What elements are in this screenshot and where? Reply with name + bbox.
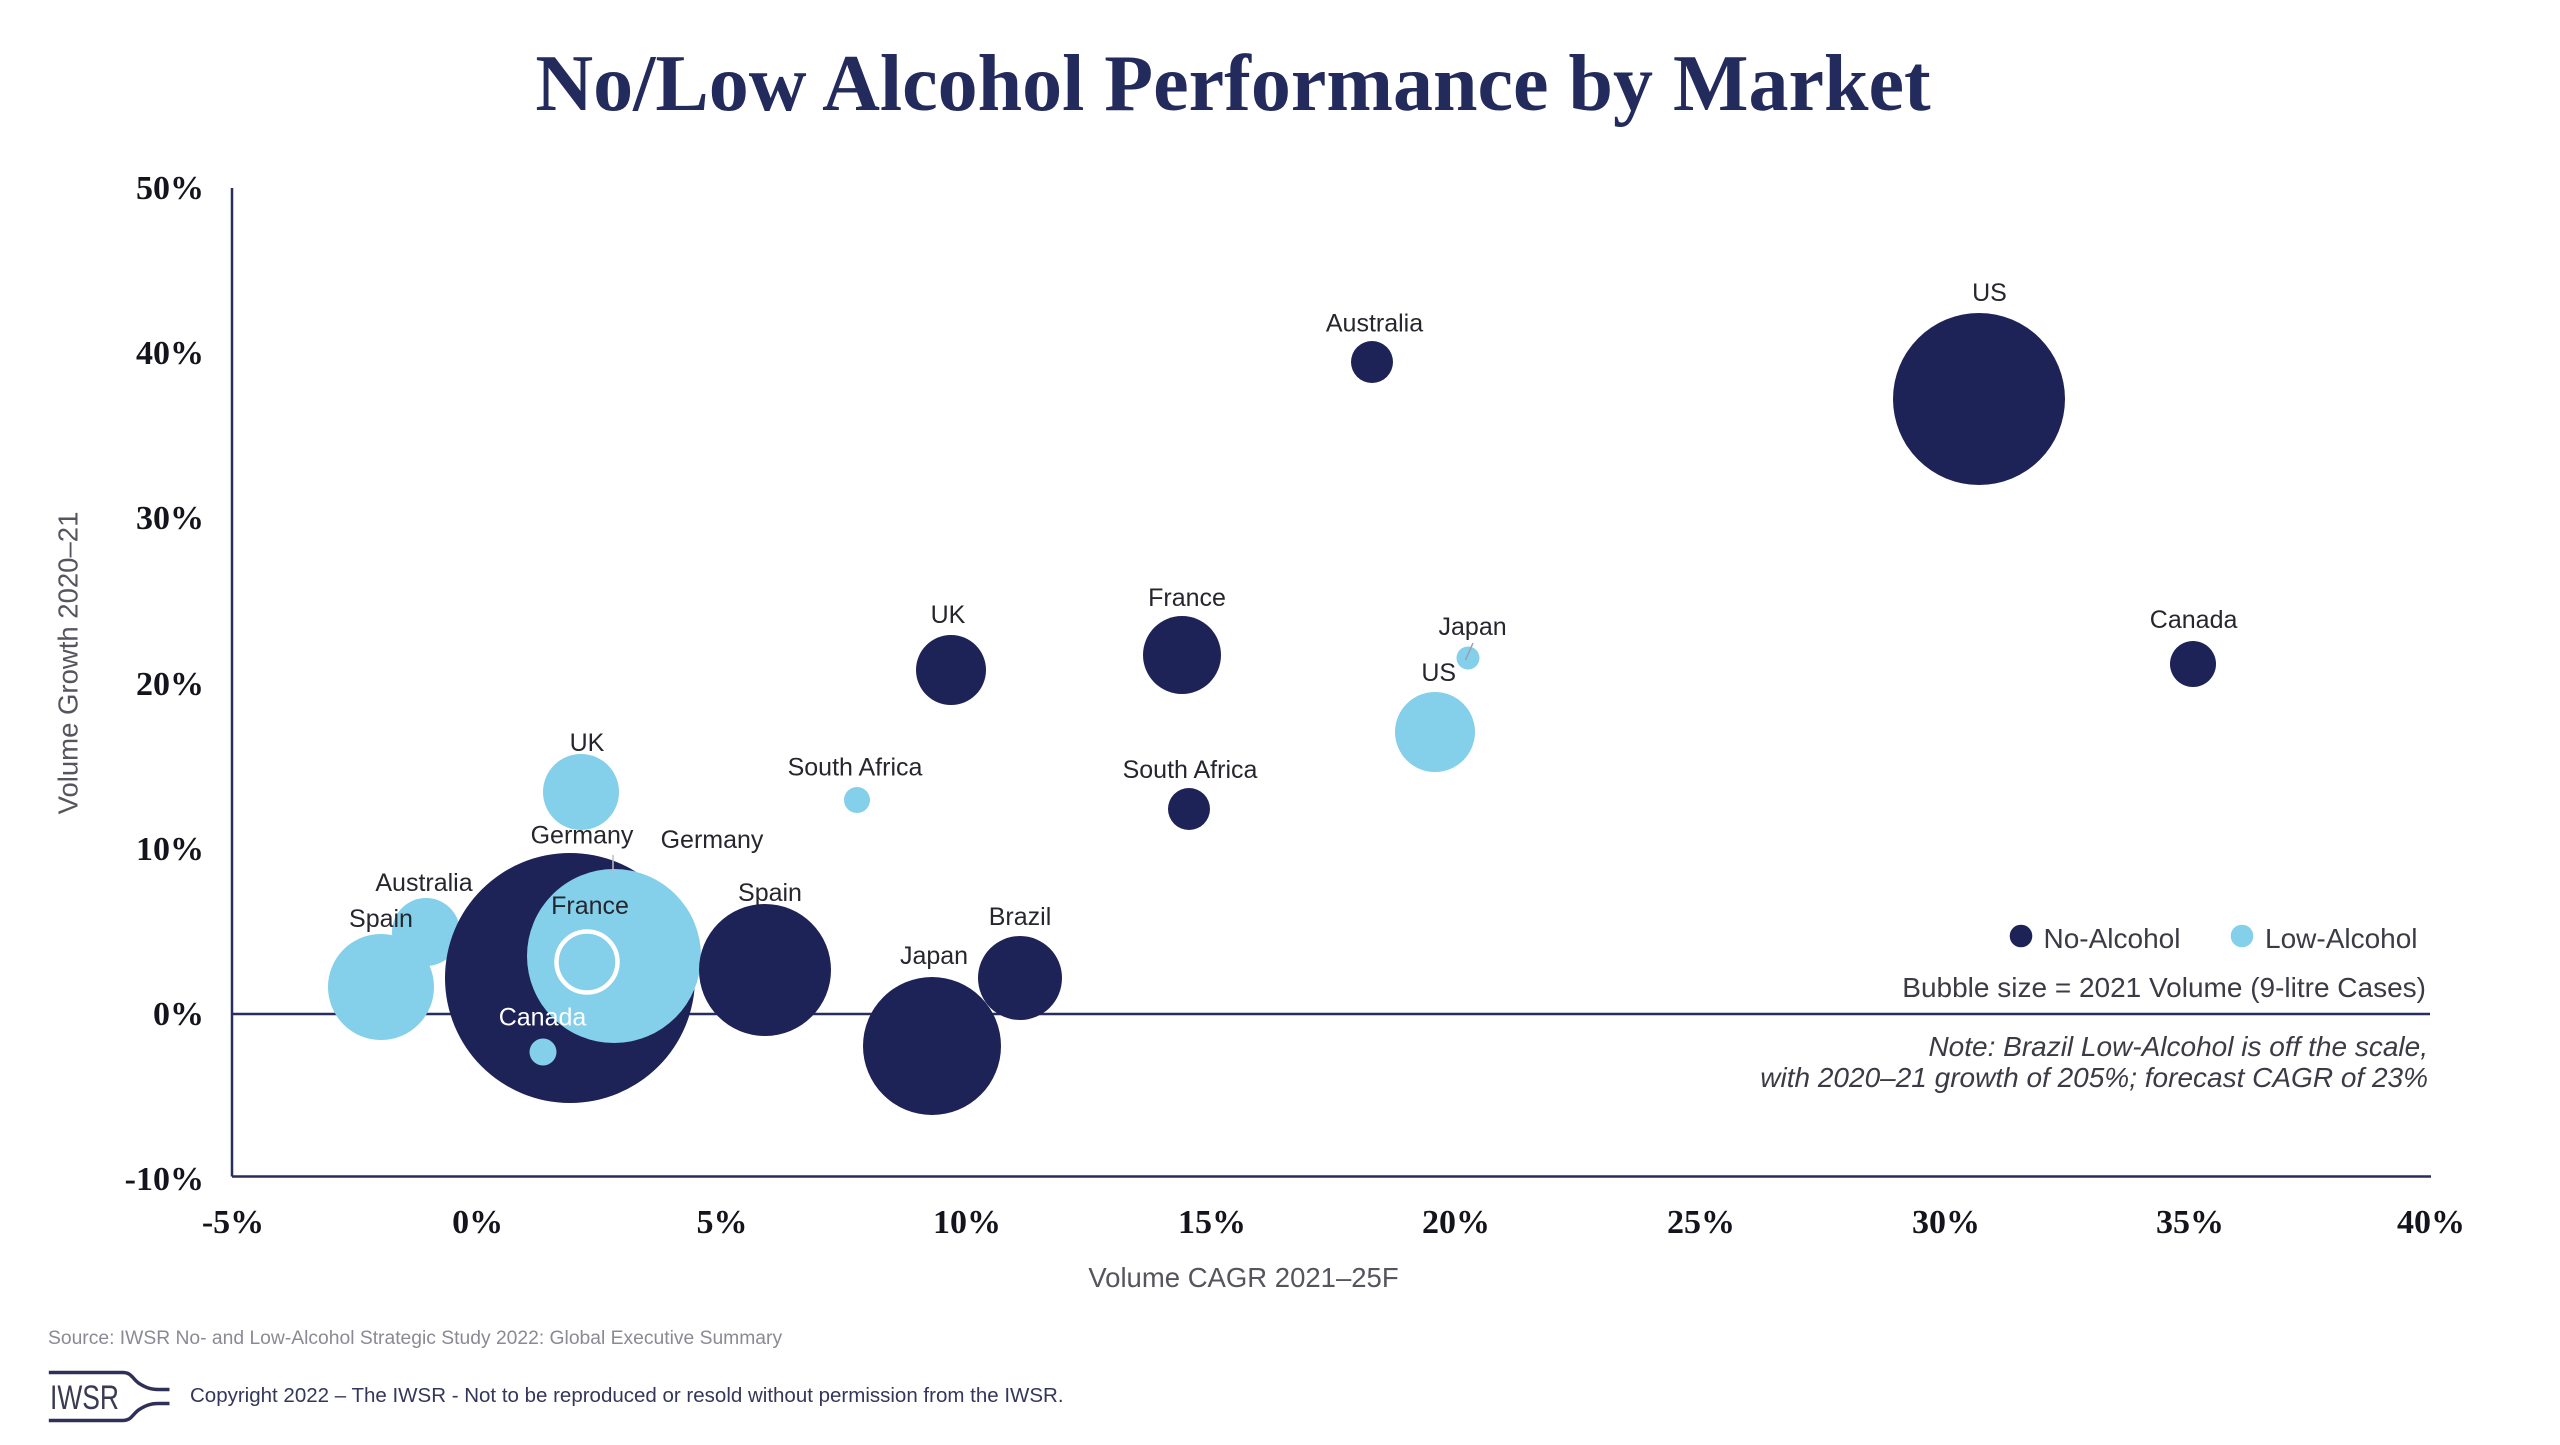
svg-text:US: US [1421,659,1456,687]
svg-text:35%: 35% [2156,1204,2224,1241]
svg-text:25%: 25% [1667,1204,1735,1241]
svg-text:Germany: Germany [661,826,764,854]
svg-text:Japan: Japan [900,942,968,970]
svg-text:0%: 0% [452,1204,503,1241]
svg-text:IWSR: IWSR [50,1379,119,1417]
svg-text:Volume Growth 2020–21: Volume Growth 2020–21 [53,512,84,815]
svg-text:-10%: -10% [125,1161,204,1198]
svg-text:20%: 20% [136,666,204,703]
svg-text:Canada: Canada [2150,606,2238,634]
svg-text:UK: UK [570,729,605,757]
svg-text:with 2020–21 growth of 205%; f: with 2020–21 growth of 205%; forecast CA… [1760,1062,2428,1093]
svg-text:Bubble size = 2021 Volume (9-l: Bubble size = 2021 Volume (9-litre Cases… [1902,972,2426,1003]
svg-text:Note: Brazil Low-Alcohol is of: Note: Brazil Low-Alcohol is off the scal… [1928,1031,2428,1062]
svg-text:5%: 5% [697,1204,748,1241]
svg-text:UK: UK [931,601,966,629]
svg-text:10%: 10% [933,1204,1001,1241]
svg-text:Brazil: Brazil [989,903,1052,931]
svg-text:15%: 15% [1178,1204,1246,1241]
svg-text:South Africa: South Africa [788,754,923,782]
svg-text:France: France [551,892,629,920]
svg-text:Australia: Australia [375,869,472,897]
svg-text:No-Alcohol: No-Alcohol [2044,923,2181,954]
svg-text:Canada: Canada [499,1004,587,1032]
svg-text:30%: 30% [136,500,204,537]
svg-text:Low-Alcohol: Low-Alcohol [2265,923,2418,954]
svg-text:France: France [1148,584,1226,612]
svg-text:No/Low Alcohol Performance by: No/Low Alcohol Performance by Market [535,40,1931,128]
svg-text:-5%: -5% [202,1204,264,1241]
svg-text:Source: IWSR No- and Low-Alcoh: Source: IWSR No- and Low-Alcohol Strateg… [48,1328,782,1349]
svg-text:20%: 20% [1422,1204,1490,1241]
svg-text:Volume CAGR 2021–25F: Volume CAGR 2021–25F [1088,1262,1398,1293]
svg-text:Spain: Spain [738,879,802,907]
svg-text:30%: 30% [1912,1204,1980,1241]
svg-text:50%: 50% [136,170,204,207]
svg-text:Germany: Germany [531,822,634,850]
svg-text:Japan: Japan [1439,613,1507,641]
svg-text:40%: 40% [2397,1204,2465,1241]
svg-text:Spain: Spain [349,905,413,933]
svg-text:Australia: Australia [1326,310,1423,338]
svg-text:South Africa: South Africa [1123,756,1258,784]
svg-text:10%: 10% [136,831,204,868]
svg-text:40%: 40% [136,335,204,372]
svg-text:Copyright 2022 – The IWSR - No: Copyright 2022 – The IWSR - Not to be re… [190,1384,1064,1407]
svg-text:US: US [1972,279,2007,307]
svg-text:0%: 0% [153,996,204,1033]
